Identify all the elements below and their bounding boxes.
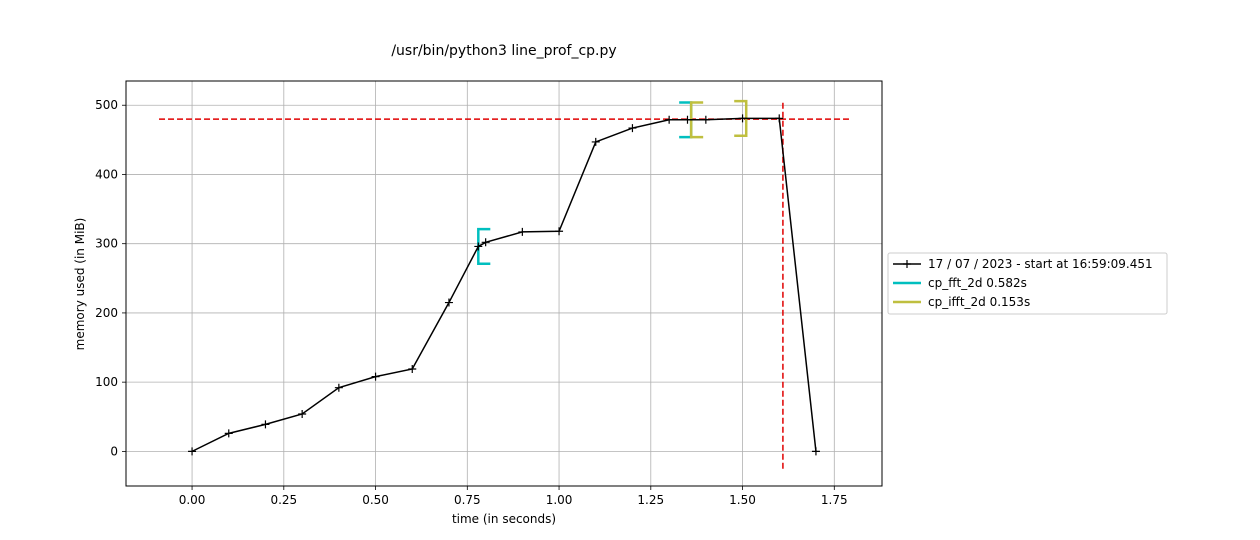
legend-label: 17 / 07 / 2023 - start at 16:59:09.451	[928, 257, 1153, 271]
data-point-marker	[298, 410, 307, 418]
data-point-marker	[701, 115, 710, 124]
reference-lines	[159, 101, 849, 469]
data-point-marker	[334, 383, 343, 392]
legend-label: cp_ifft_2d 0.153s	[928, 295, 1030, 309]
data-point-marker	[408, 365, 417, 373]
x-tick-label: 0.25	[270, 493, 297, 507]
data-point-marker	[188, 447, 197, 456]
data-point-marker	[683, 115, 692, 124]
y-tick-label: 400	[95, 167, 118, 181]
function-brackets	[477, 99, 748, 266]
y-tick-label: 300	[95, 237, 118, 251]
axis-ticks: 0.00 0.25 0.50 0.75 1.00 1.25 1.50 1.75 0 100 200 3…	[95, 98, 848, 507]
data-point-marker	[665, 115, 674, 124]
y-tick-label: 500	[95, 98, 118, 112]
data-point-marker	[628, 124, 637, 133]
data-point-marker	[591, 137, 600, 146]
data-point-marker	[224, 429, 233, 438]
data-point-marker	[371, 372, 380, 381]
x-tick-label: 0.00	[179, 493, 206, 507]
legend-label: cp_fft_2d 0.582s	[928, 276, 1027, 290]
data-point-marker	[775, 114, 784, 123]
plot-area-frame	[125, 80, 883, 487]
data-point-marker	[555, 227, 564, 236]
data-point-marker	[518, 227, 527, 236]
chart-title: /usr/bin/python3 line_prof_cp.py	[391, 43, 616, 59]
y-tick-label: 0	[110, 444, 118, 458]
x-tick-label: 0.50	[362, 493, 389, 507]
y-tick-label: 100	[95, 375, 118, 389]
data-point-marker	[481, 238, 490, 247]
legend: 17 / 07 / 2023 - start at 16:59:09.451 cp…	[887, 252, 1168, 315]
legend-marker	[903, 260, 911, 268]
legend-box	[887, 252, 1168, 315]
x-tick-label: 1.50	[729, 493, 756, 507]
series-layer	[188, 114, 820, 456]
data-point-marker	[261, 420, 270, 429]
series-line	[191, 117, 817, 453]
data-point-marker	[811, 447, 820, 456]
y-tick-label: 200	[95, 306, 118, 320]
x-tick-label: 1.75	[821, 493, 848, 507]
data-point-marker	[474, 242, 483, 251]
y-axis-label: memory used (in MiB)	[73, 218, 87, 351]
grid-lines	[126, 81, 882, 486]
data-point-marker	[444, 298, 453, 307]
x-tick-label: 1.00	[546, 493, 573, 507]
x-axis-label: time (in seconds)	[452, 512, 556, 526]
data-point-marker	[738, 114, 747, 123]
x-tick-label: 0.75	[454, 493, 481, 507]
x-tick-label: 1.25	[637, 493, 664, 507]
